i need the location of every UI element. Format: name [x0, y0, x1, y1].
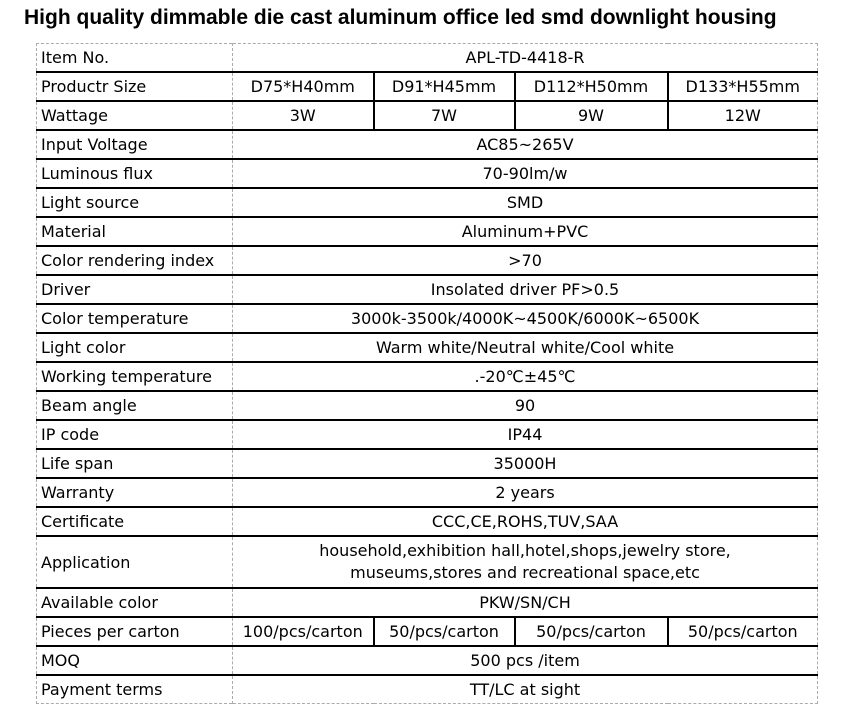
row-certificate: Certificate CCC,CE,ROHS,TUV,SAA [36, 507, 818, 537]
spec-value: household,exhibition hall,hotel,shops,je… [232, 536, 818, 589]
spec-value: AC85~265V [232, 130, 818, 160]
spec-value: >70 [232, 246, 818, 276]
spec-label: Pieces per carton [36, 617, 233, 647]
spec-label: Color temperature [36, 304, 233, 334]
spec-value: 90 [232, 391, 818, 421]
spec-value: PKW/SN/CH [232, 588, 818, 618]
spec-label: Item No. [36, 43, 233, 73]
spec-cell: 12W [666, 101, 818, 131]
spec-value: IP44 [232, 420, 818, 450]
row-beam-angle: Beam angle 90 [36, 391, 818, 421]
spec-label: Working temperature [36, 362, 233, 392]
application-line-1: household,exhibition hall,hotel,shops,je… [319, 541, 731, 560]
spec-label: Material [36, 217, 233, 247]
row-working-temperature: Working temperature .-20℃±45℃ [36, 362, 818, 392]
spec-value: Warm white/Neutral white/Cool white [232, 333, 818, 363]
spec-label: Light color [36, 333, 233, 363]
row-ip-code: IP code IP44 [36, 420, 818, 450]
spec-cell: 3W [232, 101, 374, 131]
spec-label: Driver [36, 275, 233, 305]
spec-cell: D133*H55mm [666, 72, 818, 102]
row-color-temperature: Color temperature 3000k-3500k/4000K~4500… [36, 304, 818, 334]
row-light-source: Light source SMD [36, 188, 818, 218]
row-warranty: Warranty 2 years [36, 478, 818, 508]
spec-label: Available color [36, 588, 233, 618]
spec-table: Item No. APL-TD-4418-R Productr Size D75… [36, 43, 819, 704]
page-title: High quality dimmable die cast aluminum … [24, 6, 777, 29]
spec-value: SMD [232, 188, 818, 218]
row-item-no: Item No. APL-TD-4418-R [36, 43, 818, 73]
spec-cell: 50/pcs/carton [372, 617, 515, 647]
spec-label: Beam angle [36, 391, 233, 421]
spec-value: APL-TD-4418-R [232, 43, 818, 73]
row-wattage: Wattage 3W 7W 9W 12W [36, 101, 818, 131]
row-life-span: Life span 35000H [36, 449, 818, 479]
application-line-2: museums,stores and recreational space,et… [350, 563, 700, 582]
spec-label: Payment terms [36, 675, 233, 704]
spec-cell: D91*H45mm [372, 72, 515, 102]
spec-value: TT/LC at sight [469, 680, 581, 699]
spec-label: Wattage [36, 101, 233, 131]
row-driver: Driver Insolated driver PF>0.5 [36, 275, 818, 305]
spec-cell: D75*H40mm [232, 72, 374, 102]
row-input-voltage: Input Voltage AC85~265V [36, 130, 818, 160]
row-color-rendering-index: Color rendering index >70 [36, 246, 818, 276]
row-application: Application household,exhibition hall,ho… [36, 536, 818, 589]
spec-label: Certificate [36, 507, 233, 537]
spec-value: Insolated driver PF>0.5 [232, 275, 818, 305]
row-pieces-per-carton: Pieces per carton 100/pcs/carton 50/pcs/… [36, 617, 818, 647]
spec-label: Light source [36, 188, 233, 218]
spec-cell: 50/pcs/carton [666, 617, 818, 647]
spec-label: MOQ [36, 646, 233, 676]
row-product-size: Productr Size D75*H40mm D91*H45mm D112*H… [36, 72, 818, 102]
spec-cell: 50/pcs/carton [513, 617, 668, 647]
spec-value: CCC,CE,ROHS,TUV,SAA [232, 507, 818, 537]
spec-label: Luminous flux [36, 159, 233, 189]
row-available-color: Available color PKW/SN/CH [36, 588, 818, 618]
row-luminous-flux: Luminous flux 70-90lm/w [36, 159, 818, 189]
spec-label: Productr Size [36, 72, 233, 102]
spec-cell: D112*H50mm [513, 72, 668, 102]
spec-value: .-20℃±45℃ [232, 362, 818, 392]
spec-value: 3000k-3500k/4000K~4500K/6000K~6500K [232, 304, 818, 334]
row-payment-terms: Payment terms TT/LC at sight [36, 675, 818, 704]
spec-label: IP code [36, 420, 233, 450]
row-moq: MOQ 500 pcs /item [36, 646, 818, 676]
spec-label: Color rendering index [36, 246, 233, 276]
spec-label: Warranty [36, 478, 233, 508]
spec-value: Aluminum+PVC [232, 217, 818, 247]
spec-cell: 9W [513, 101, 668, 131]
spec-label: Application [36, 536, 233, 589]
spec-value: 500 pcs /item [232, 646, 818, 676]
row-material: Material Aluminum+PVC [36, 217, 818, 247]
spec-label: Life span [36, 449, 233, 479]
spec-cell: 7W [372, 101, 515, 131]
row-light-color: Light color Warm white/Neutral white/Coo… [36, 333, 818, 363]
spec-value: 35000H [232, 449, 818, 479]
spec-label: Input Voltage [36, 130, 233, 160]
spec-value: 70-90lm/w [232, 159, 818, 189]
spec-value: 2 years [232, 478, 818, 508]
spec-cell: 100/pcs/carton [232, 617, 374, 647]
